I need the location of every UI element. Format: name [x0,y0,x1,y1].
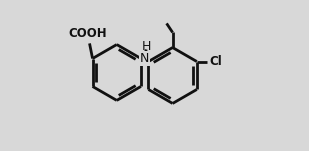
Text: Cl: Cl [209,55,222,68]
Text: N: N [140,52,149,65]
Text: H: H [142,40,151,53]
Text: COOH: COOH [69,27,107,40]
